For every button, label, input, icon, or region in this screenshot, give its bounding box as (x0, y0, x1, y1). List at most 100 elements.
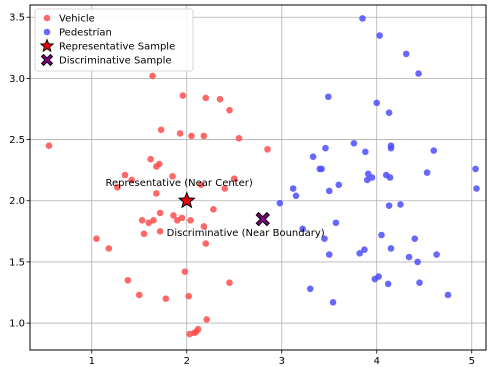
pedestrian-point (387, 142, 395, 149)
vehicle-point (135, 291, 143, 299)
vehicle-point (226, 279, 233, 287)
x-tick-label: 3 (279, 356, 285, 367)
vehicle-point (200, 132, 208, 140)
pedestrian-point (276, 199, 284, 207)
pedestrian-series (276, 15, 480, 306)
pedestrian-point (416, 279, 423, 287)
y-tick-label: 1.5 (9, 257, 25, 268)
highlighted-samples (177, 191, 270, 227)
vehicle-point (200, 223, 208, 230)
pedestrian-point (321, 235, 328, 242)
pedestrian-point (385, 202, 393, 209)
vehicle-point (114, 183, 121, 191)
y-tick-label: 3.5 (9, 13, 25, 24)
legend-marker-pedestrian (43, 28, 51, 36)
vehicle-point (170, 212, 177, 219)
pedestrian-point (318, 165, 325, 173)
vehicle-point (128, 176, 135, 184)
vehicle-point (179, 92, 187, 99)
legend-label: Vehicle (59, 14, 95, 25)
pedestrian-point (385, 109, 393, 116)
vehicle-point (157, 126, 165, 134)
pedestrian-point (378, 231, 385, 239)
vehicle-point (230, 175, 238, 183)
vehicle-point (203, 316, 210, 323)
vehicle-point (169, 172, 176, 180)
representative-star-marker (177, 191, 196, 209)
vehicle-point (156, 209, 164, 217)
legend-label: Representative Sample (59, 42, 175, 53)
vehicle-point (178, 214, 186, 222)
vehicle-point (138, 217, 146, 224)
x-tick-label: 4 (374, 356, 380, 367)
vehicle-point (181, 268, 189, 276)
vehicle-point (210, 206, 217, 213)
pedestrian-point (402, 50, 410, 58)
pedestrian-point (368, 174, 376, 181)
vehicle-point (121, 171, 129, 179)
vehicle-point (176, 130, 184, 137)
x-tick-label: 5 (469, 356, 475, 367)
vehicle-point (188, 132, 195, 140)
vehicle-point (202, 94, 210, 102)
pedestrian-point (335, 181, 343, 189)
pedestrian-point (361, 246, 368, 253)
vehicle-point (93, 235, 100, 242)
y-tick-label: 3.0 (9, 74, 25, 85)
pedestrian-point (473, 185, 480, 192)
pedestrian-point (386, 174, 394, 181)
pedestrian-point (359, 15, 366, 22)
vehicle-point (216, 95, 224, 103)
pedestrian-point (405, 253, 413, 261)
pedestrian-point (375, 273, 382, 280)
legend-box (34, 8, 194, 72)
pedestrian-point (325, 251, 333, 258)
pedestrian-point (411, 235, 419, 242)
annotations: Representative (Near Center) Discriminati… (106, 178, 325, 239)
pedestrian-point (430, 147, 438, 154)
pedestrian-point (373, 99, 381, 107)
vehicle-point (264, 146, 271, 153)
annotation-label: Representative (Near Center) (106, 178, 253, 189)
y-tick-label: 1.0 (9, 319, 25, 330)
vehicle-point (226, 106, 233, 114)
pedestrian-point (322, 144, 329, 152)
pedestrian-point (415, 70, 422, 77)
x-tick-label: 2 (184, 356, 190, 367)
pedestrian-point (325, 187, 333, 195)
vehicle-point (150, 217, 157, 224)
vehicle-point (221, 185, 229, 192)
pedestrian-point (444, 291, 452, 299)
vehicle-point (149, 72, 156, 80)
pedestrian-point (332, 219, 340, 227)
pedestrian-point (309, 153, 317, 161)
vehicle-point (194, 325, 202, 333)
y-tick-label: 2.5 (9, 135, 25, 146)
legend-label: Pedestrian (59, 28, 112, 39)
pedestrian-point (292, 192, 300, 200)
axis-ticks: 1 2 3 4 5 1.0 1.5 2.0 2.5 3.0 3.5 (9, 13, 475, 367)
pedestrian-point (325, 93, 332, 101)
vehicle-point (147, 155, 154, 163)
legend: Vehicle Pedestrian Representative Sample Di… (34, 8, 194, 72)
pedestrian-point (299, 225, 306, 233)
pedestrian-point (376, 32, 383, 39)
vehicle-point (162, 295, 170, 302)
vehicle-point (105, 245, 113, 252)
pedestrian-point (350, 139, 358, 147)
vehicle-point (140, 230, 148, 238)
pedestrian-point (329, 298, 337, 306)
annotation-label: Discriminative (Near Boundary) (167, 228, 325, 239)
y-tick-label: 2.0 (9, 196, 25, 207)
legend-label: Discriminative Sample (59, 56, 172, 67)
discriminative-x-marker (255, 211, 270, 227)
pedestrian-point (289, 185, 297, 192)
legend-x-icon (40, 53, 54, 67)
vehicle-point (202, 240, 210, 247)
pedestrian-point (433, 251, 440, 258)
x-tick-label: 1 (89, 356, 95, 367)
legend-marker-vehicle (43, 14, 51, 22)
vehicle-point (156, 228, 164, 235)
pedestrian-point (397, 201, 404, 208)
